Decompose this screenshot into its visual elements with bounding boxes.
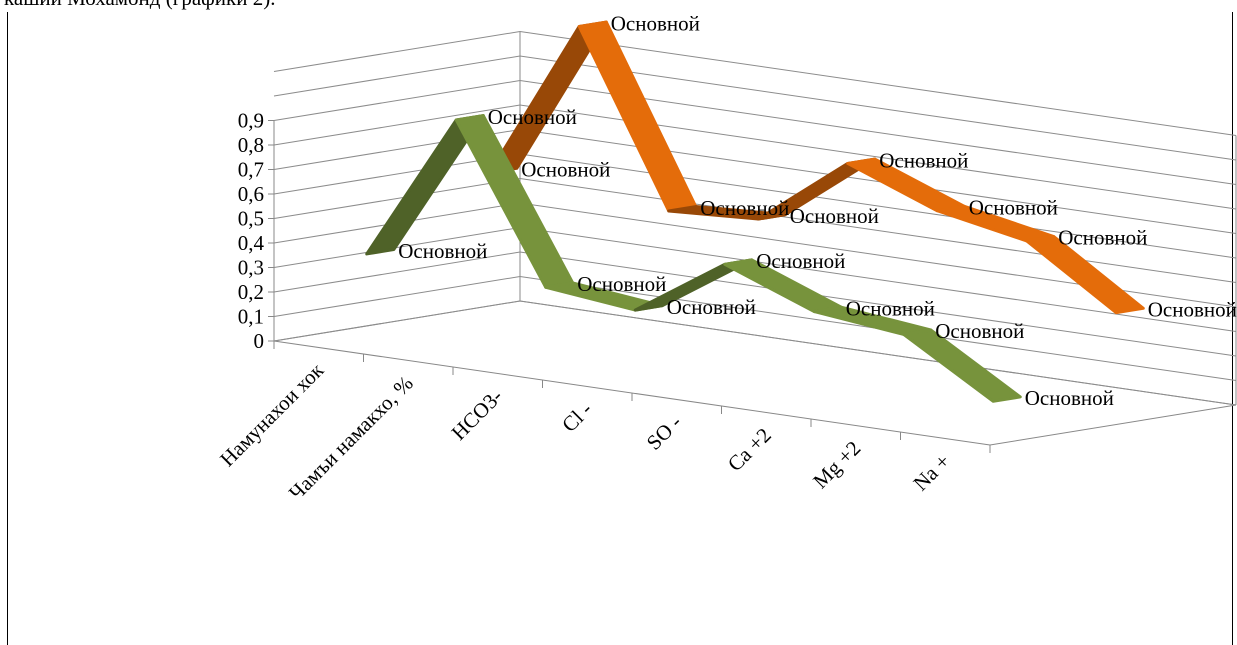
- data-label: Основной: [700, 196, 789, 220]
- data-label: Основной: [879, 148, 968, 172]
- series-segment: [1025, 235, 1145, 315]
- data-label: Основной: [488, 105, 577, 129]
- chart-gridlines: [273, 30, 1237, 406]
- gridline: [273, 177, 1237, 283]
- data-label: Основной: [1058, 226, 1147, 250]
- gridline: [273, 251, 1237, 357]
- series-line: [365, 114, 1022, 403]
- gridline: [273, 55, 1237, 161]
- gridline: [273, 104, 1237, 210]
- series-line: [488, 20, 1145, 315]
- data-label: Основной: [398, 239, 487, 263]
- x-tick-label: Na +: [908, 449, 954, 495]
- data-label: Основной: [577, 272, 666, 296]
- y-tick-label: 0,3: [238, 256, 264, 280]
- data-label: Основной: [969, 196, 1058, 220]
- y-tick-labels: 00,10,20,30,40,50,60,70,80,9: [238, 109, 274, 353]
- y-tick-label: 0,5: [238, 207, 264, 231]
- y-tick-label: 0,9: [238, 109, 264, 133]
- page-text-fragment: кашии Мохамонд (графики 2).: [4, 0, 275, 11]
- page-border-left: [7, 12, 8, 645]
- gridline: [273, 300, 1237, 406]
- x-tick-label: Ca +2: [723, 423, 776, 476]
- data-label: Основной: [935, 319, 1024, 343]
- data-label: Основной: [667, 295, 756, 319]
- y-tick-label: 0,8: [238, 133, 264, 157]
- y-tick-label: 0,6: [238, 182, 264, 206]
- gridline: [273, 30, 1237, 136]
- data-label: Основной: [1148, 298, 1237, 322]
- y-tick-label: 0,1: [238, 305, 264, 329]
- gridline: [273, 275, 1237, 381]
- x-tick-label: HCO3-: [447, 384, 508, 445]
- data-label: Основной: [846, 296, 935, 320]
- x-tick-label: Намунахои хок: [215, 358, 329, 472]
- x-tick-label: SO -: [642, 410, 687, 455]
- x-tick-label: Mg +2: [808, 436, 865, 493]
- data-label: Основной: [756, 249, 845, 273]
- chart-series: [365, 20, 1145, 403]
- y-tick-label: 0,2: [238, 280, 264, 304]
- data-label: Основной: [1025, 386, 1114, 410]
- data-label: Основной: [521, 158, 610, 182]
- floor-right-edge: [989, 404, 1237, 446]
- y-tick-label: 0: [254, 329, 265, 353]
- y-tick-label: 0,4: [238, 231, 265, 255]
- data-label: Основной: [611, 11, 700, 35]
- page-border-right: [1232, 12, 1233, 645]
- gridline: [273, 79, 1237, 185]
- data-label: Основной: [790, 204, 879, 228]
- y-tick-label: 0,7: [238, 158, 264, 182]
- x-tick-label: Cl -: [557, 397, 597, 437]
- series-segment: [902, 328, 1022, 403]
